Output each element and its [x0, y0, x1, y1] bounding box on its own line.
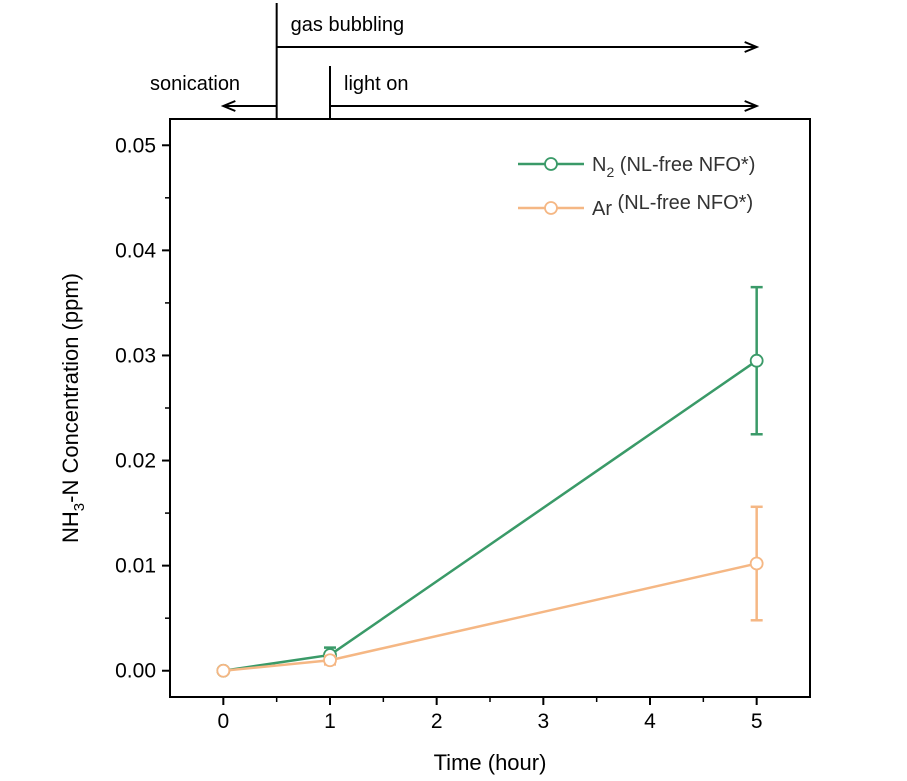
data-point: [216, 663, 231, 678]
data-point: [749, 353, 764, 368]
x-axis-title: Time (hour): [434, 750, 547, 775]
y-axis-title-prefix: NH: [58, 511, 83, 543]
y-axis-title: NH3-N Concentration (ppm): [58, 273, 88, 543]
sonication-annotation: sonication: [150, 73, 277, 112]
y-tick-label: 0.04: [115, 239, 156, 262]
data-point: [749, 556, 764, 571]
legend-label-prefix: Ar: [592, 198, 612, 220]
legend-label-suffix: (NL-free NFO*): [614, 154, 755, 176]
y-axis-ticks: 0.00 0.01 0.02 0.03 0.04 0.05: [115, 134, 170, 683]
legend-label-subscript: 2: [606, 164, 614, 180]
legend-label-prefix: N: [592, 154, 606, 176]
legend-label: Ar (NL-free NFO*): [592, 192, 753, 220]
timeline-annotations: gas bubbling light on sonication: [150, 3, 760, 119]
data-point: [323, 653, 337, 668]
x-tick-label: 0: [217, 710, 229, 733]
y-tick-label: 0.00: [115, 660, 156, 683]
legend-marker: [544, 157, 558, 171]
arrow-head: [744, 41, 760, 53]
x-tick-label: 1: [324, 710, 336, 733]
series-1: [216, 505, 764, 678]
y-tick-label: 0.02: [115, 450, 156, 473]
arrow-head: [744, 100, 760, 112]
y-axis-title-subscript: 3: [71, 503, 88, 511]
arrow-head: [220, 100, 236, 112]
sonication-label: sonication: [150, 73, 240, 95]
y-tick-label: 0.05: [115, 134, 156, 157]
light-on-label: light on: [344, 73, 409, 95]
light-on-annotation: light on: [329, 66, 760, 119]
legend-marker: [544, 201, 558, 215]
series-layer: [216, 285, 764, 678]
legend: N2 (NL-free NFO*)Ar (NL-free NFO*): [518, 154, 755, 220]
x-tick-label: 5: [751, 710, 763, 733]
x-tick-label: 3: [537, 710, 549, 733]
gas-bubbling-annotation: gas bubbling: [275, 3, 760, 119]
series-0: [216, 285, 764, 678]
legend-label-suffix: (NL-free NFO*): [612, 192, 753, 214]
y-tick-label: 0.03: [115, 344, 156, 367]
y-tick-label: 0.01: [115, 555, 156, 578]
x-tick-label: 2: [431, 710, 443, 733]
legend-label: N2 (NL-free NFO*): [592, 154, 755, 180]
y-axis-title-suffix: -N Concentration (ppm): [58, 273, 83, 503]
x-axis-ticks: 0 1 2 3 4 5: [217, 697, 763, 733]
series-line: [223, 562, 757, 672]
gas-bubbling-label: gas bubbling: [291, 14, 404, 36]
x-tick-label: 4: [644, 710, 656, 733]
